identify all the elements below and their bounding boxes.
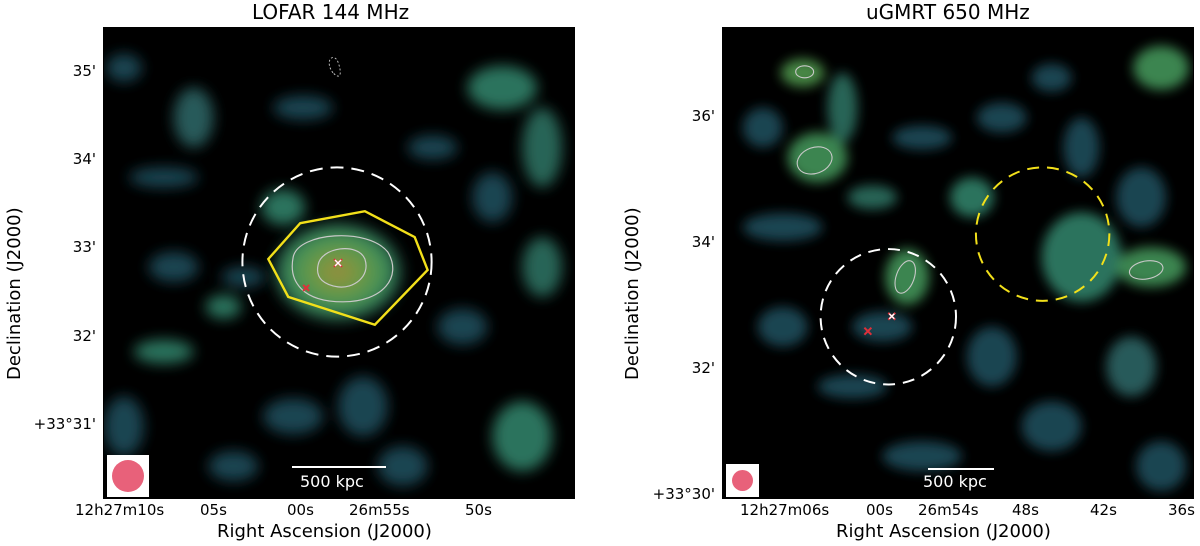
beam-ellipse-icon [732, 470, 753, 491]
right-ytick-34: 34' [691, 233, 715, 251]
left-ytick-33: 33' [72, 238, 96, 256]
right-panel-title: uGMRT 650 MHz [866, 0, 1030, 24]
left-radio-image: 500 kpc [103, 27, 575, 499]
right-radio-image: 500 kpc [722, 27, 1194, 499]
left-ytick-32: 32' [72, 327, 96, 345]
left-ytick-31: +33°31' [33, 415, 96, 433]
left-beam-box [107, 455, 149, 497]
left-xtick-2: 05s [200, 501, 227, 519]
right-xtick-2: 00s [866, 501, 893, 519]
left-ytick-34: 34' [72, 150, 96, 168]
right-ytick-36: 36' [691, 107, 715, 125]
right-x-axis-label: Right Ascension (J2000) [836, 521, 1051, 542]
right-xtick-6: 36s [1168, 501, 1195, 519]
left-ytick-35: 35' [72, 62, 96, 80]
lofar-map [104, 53, 563, 487]
right-xtick-1: 12h27m06s [740, 501, 830, 519]
right-scale-bar [928, 468, 994, 470]
right-scale-label: 500 kpc [923, 472, 987, 491]
right-ytick-32: 32' [691, 359, 715, 377]
left-panel-title: LOFAR 144 MHz [252, 0, 410, 24]
left-xtick-3: 00s [287, 501, 314, 519]
left-y-axis-label: Declination (J2000) [4, 207, 25, 380]
left-xtick-1: 12h27m10s [75, 501, 165, 519]
left-x-axis-label: Right Ascension (J2000) [217, 521, 432, 542]
right-beam-box [726, 464, 759, 497]
left-xtick-4: 26m55s [349, 501, 410, 519]
beam-ellipse-icon [112, 460, 144, 492]
right-xtick-5: 42s [1090, 501, 1117, 519]
left-scale-bar [292, 466, 386, 468]
right-ytick-30: +33°30' [652, 485, 715, 503]
left-scale-label: 500 kpc [300, 472, 364, 491]
right-y-axis-label: Declination (J2000) [622, 207, 643, 380]
right-xtick-3: 26m54s [918, 501, 979, 519]
right-xtick-4: 48s [1012, 501, 1039, 519]
left-xtick-5: 50s [465, 501, 492, 519]
ugmrt-map [742, 45, 1190, 492]
